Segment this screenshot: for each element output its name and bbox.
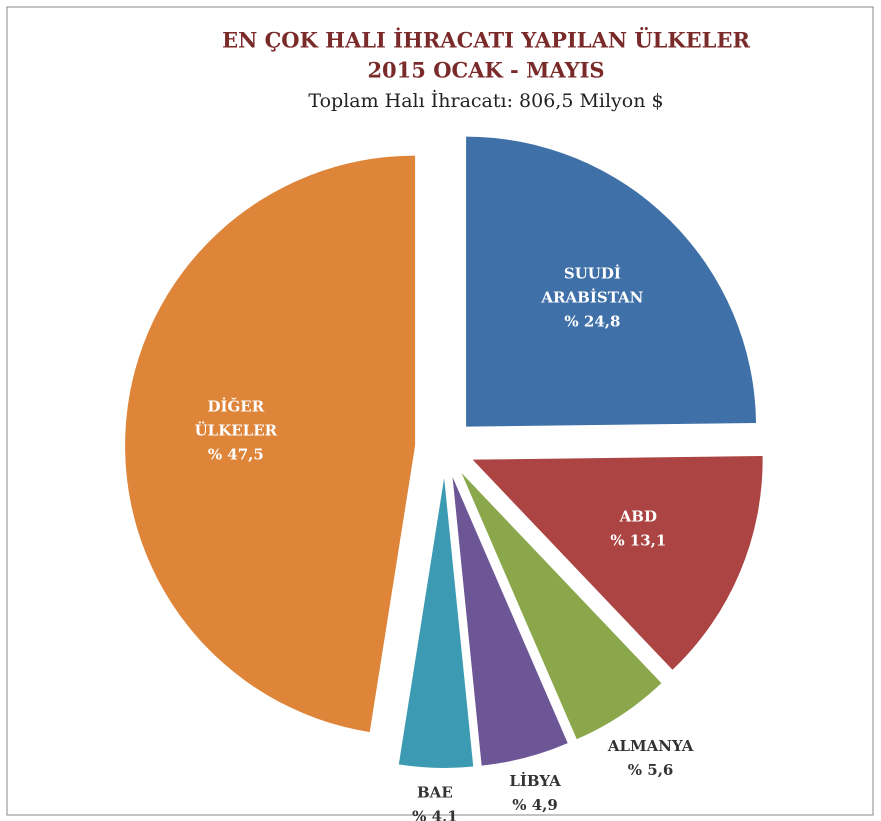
value-label: % 24,8	[564, 313, 620, 331]
category-label: BAE	[417, 784, 453, 802]
chart-subtitle: Toplam Halı İhracatı: 806,5 Milyon $	[308, 89, 663, 112]
slice-label: ALMANYA % 5,6	[607, 737, 694, 779]
slice-label: DİĞER ÜLKELER % 47,5	[195, 397, 278, 464]
category-label: DİĞER ÜLKELER	[195, 397, 278, 440]
pie-slice	[125, 155, 416, 733]
value-label: % 5,6	[628, 761, 674, 779]
value-label: % 47,5	[208, 446, 264, 464]
pie-slice	[461, 473, 662, 740]
slice-label: ABD % 13,1	[610, 508, 666, 550]
slice-label: SUUDİ ARABİSTAN % 24,8	[540, 264, 643, 331]
category-label: ALMANYA	[607, 737, 694, 755]
category-label: ABD	[619, 508, 657, 526]
slice-label: BAE % 4,1	[412, 784, 458, 821]
slice-label: LİBYA % 4,9	[509, 771, 561, 814]
pie-slice	[466, 136, 757, 427]
pie-slice	[398, 477, 474, 768]
value-label: % 4,1	[412, 808, 458, 821]
value-label: % 13,1	[610, 532, 666, 550]
value-label: % 4,9	[512, 796, 558, 814]
chart-title: EN ÇOK HALI İHRACATI YAPILAN ÜLKELER	[222, 28, 750, 53]
pie-slice	[472, 456, 763, 670]
chart-title: 2015 OCAK - MAYIS	[367, 58, 604, 83]
pie-slice	[452, 477, 568, 766]
category-label: LİBYA	[509, 771, 561, 790]
category-label: SUUDİ ARABİSTAN	[540, 264, 643, 307]
